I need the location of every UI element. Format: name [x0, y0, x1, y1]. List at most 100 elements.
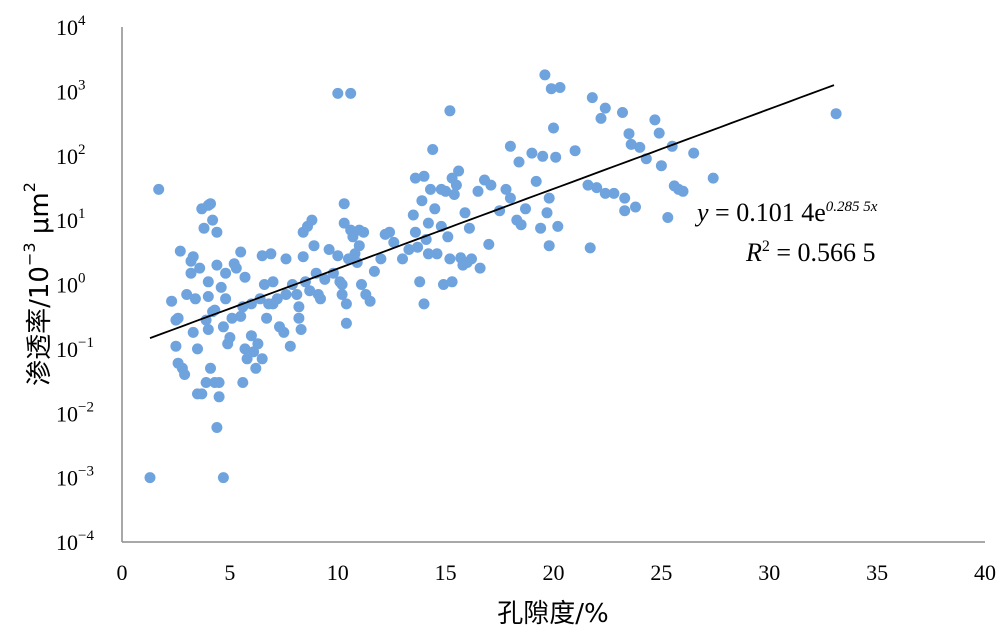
y-tick-label: 10−3 — [56, 464, 94, 491]
data-point — [284, 340, 296, 352]
trendline — [149, 84, 835, 339]
data-point — [353, 240, 365, 252]
data-point — [235, 310, 247, 322]
data-point — [446, 276, 458, 288]
data-point — [338, 198, 350, 210]
axes — [121, 27, 985, 543]
data-point — [548, 122, 559, 134]
data-point — [239, 343, 251, 355]
data-point — [442, 231, 454, 243]
data-point — [280, 253, 292, 265]
data-point — [591, 182, 603, 194]
data-point — [235, 246, 247, 258]
data-point — [450, 179, 462, 191]
data-point — [384, 226, 395, 238]
data-point — [295, 324, 307, 335]
data-point — [440, 185, 452, 197]
data-point — [412, 241, 424, 253]
data-point — [200, 314, 212, 326]
x-tick-label: 35 — [866, 560, 888, 585]
x-tick-label: 25 — [650, 560, 672, 585]
data-point — [830, 108, 842, 120]
data-point — [453, 165, 465, 177]
data-point — [409, 226, 421, 238]
x-tick-label: 40 — [974, 560, 996, 585]
data-point — [422, 248, 434, 260]
data-point — [332, 250, 344, 262]
data-point — [340, 298, 352, 310]
data-point — [306, 214, 318, 226]
data-point — [261, 312, 273, 324]
x-tick-label: 15 — [435, 560, 457, 585]
data-point — [237, 377, 249, 388]
data-point — [256, 353, 268, 365]
data-point — [586, 92, 598, 104]
data-point — [241, 353, 253, 365]
y-tick-label: 102 — [56, 142, 86, 169]
data-point — [397, 253, 408, 265]
data-point — [582, 179, 594, 191]
y-tick-labels: 104 103 102 101 100 10−1 10−2 10−3 10−4 — [56, 13, 94, 555]
data-point — [187, 326, 199, 338]
data-point — [185, 267, 197, 279]
data-point — [552, 220, 564, 232]
data-point — [504, 140, 516, 152]
y-tick-label: 10−2 — [56, 399, 94, 426]
data-point — [213, 377, 225, 388]
data-point — [239, 271, 251, 283]
data-point — [403, 244, 415, 255]
data-point — [444, 253, 456, 265]
data-point — [625, 138, 637, 150]
data-point — [500, 183, 512, 195]
data-point — [483, 238, 495, 250]
data-point — [202, 276, 214, 288]
data-point — [513, 156, 525, 168]
data-point — [252, 338, 264, 350]
data-point — [174, 245, 186, 257]
data-point — [345, 87, 357, 99]
data-point — [520, 203, 531, 215]
data-point — [416, 195, 428, 207]
y-tick-label: 100 — [56, 271, 86, 298]
data-point — [535, 222, 547, 234]
data-point — [153, 183, 165, 195]
data-point — [543, 192, 555, 204]
data-point — [230, 262, 242, 274]
data-point — [338, 217, 350, 229]
data-point — [172, 312, 184, 324]
data-point — [634, 141, 646, 153]
x-tick-label: 5 — [224, 560, 235, 585]
y-axis-title: 渗透率/10−3 μm2 — [20, 182, 55, 386]
data-point — [550, 151, 562, 163]
data-point — [179, 369, 191, 380]
y-tick-label: 10−1 — [56, 335, 94, 362]
x-axis-title: 孔隙度/% — [497, 599, 608, 629]
data-point — [422, 217, 434, 229]
data-point — [213, 391, 225, 403]
data-point — [368, 265, 380, 277]
data-point — [707, 172, 719, 184]
data-point — [427, 144, 439, 155]
data-point — [653, 127, 665, 139]
data-point — [194, 262, 206, 274]
data-point — [293, 301, 305, 313]
data-point — [217, 321, 229, 333]
data-point — [332, 87, 344, 99]
y-tick-label: 101 — [56, 206, 86, 233]
data-point — [340, 317, 352, 329]
data-point — [655, 160, 667, 172]
data-point — [429, 203, 441, 215]
data-point — [543, 240, 555, 252]
data-point — [375, 253, 387, 265]
data-point — [472, 185, 484, 197]
data-point — [485, 179, 497, 191]
data-point — [438, 279, 449, 290]
data-point — [463, 222, 475, 234]
data-point — [207, 214, 219, 226]
data-point — [271, 293, 283, 305]
data-point — [466, 253, 477, 265]
data-points — [144, 69, 842, 484]
trend-equation: y = 0.101 4e0.285 5x — [694, 198, 878, 227]
data-point — [407, 209, 419, 221]
